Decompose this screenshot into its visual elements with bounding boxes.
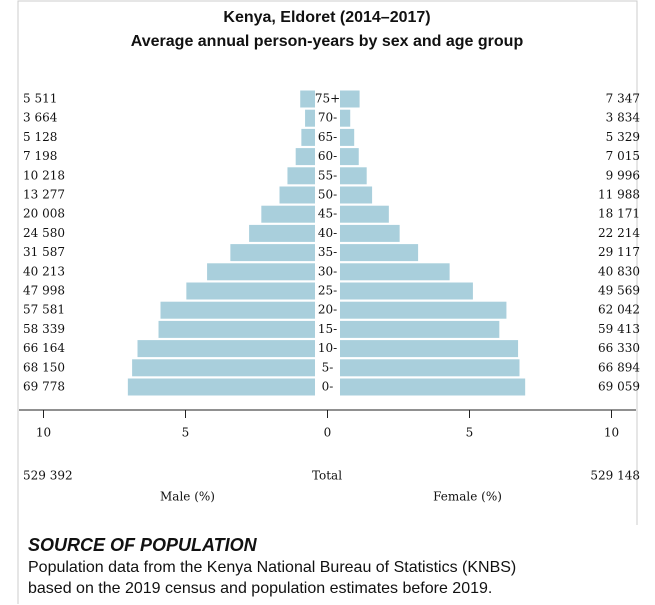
age-label: 10- xyxy=(318,341,337,355)
age-label: 30- xyxy=(318,264,337,278)
age-label: 0- xyxy=(322,380,334,394)
age-label: 75+ xyxy=(315,92,340,106)
bar xyxy=(340,359,520,377)
count-label: 47 998 xyxy=(23,284,65,298)
count-label: 62 042 xyxy=(598,303,640,317)
count-label: 69 059 xyxy=(598,380,640,394)
x-tick-label: 0 xyxy=(324,426,332,440)
count-label: 66 330 xyxy=(598,341,640,355)
bar xyxy=(305,109,315,127)
axis-label: Male (%) xyxy=(160,490,215,504)
count-label: 7 198 xyxy=(23,149,57,163)
bar xyxy=(340,167,367,185)
bar xyxy=(340,148,359,166)
count-label: 29 117 xyxy=(598,245,640,259)
total-value: 529 148 xyxy=(590,469,640,483)
bar xyxy=(249,224,315,242)
count-label: 13 277 xyxy=(23,188,65,202)
bar xyxy=(340,320,500,338)
bar xyxy=(207,263,315,281)
count-label: 69 778 xyxy=(23,380,65,394)
count-label: 66 164 xyxy=(23,341,65,355)
bar xyxy=(340,244,419,262)
bar xyxy=(340,109,351,127)
bar xyxy=(340,128,355,146)
bar xyxy=(340,186,373,204)
bar xyxy=(230,244,315,262)
bar xyxy=(340,282,473,300)
age-label: 45- xyxy=(318,207,337,221)
total-label: Total xyxy=(312,469,342,483)
bar xyxy=(340,378,526,396)
count-label: 31 587 xyxy=(23,245,65,259)
x-tick-label: 5 xyxy=(182,426,190,440)
bar xyxy=(340,301,507,319)
count-label: 57 581 xyxy=(23,303,65,317)
count-label: 3 664 xyxy=(23,111,58,125)
source-text: based on the 2019 census and population … xyxy=(28,580,492,597)
bar xyxy=(340,205,389,223)
count-label: 10 218 xyxy=(23,168,65,182)
count-label: 68 150 xyxy=(23,360,65,374)
count-label: 7 347 xyxy=(606,92,640,106)
x-tick-label: 10 xyxy=(36,426,51,440)
age-label: 40- xyxy=(318,226,337,240)
count-label: 22 214 xyxy=(598,226,640,240)
bar xyxy=(137,340,315,358)
bar xyxy=(127,378,316,396)
age-label: 20- xyxy=(318,303,337,317)
bar xyxy=(295,148,315,166)
bar xyxy=(287,167,315,185)
count-label: 58 339 xyxy=(23,322,65,336)
bar xyxy=(158,320,315,338)
bar xyxy=(340,224,400,242)
bar xyxy=(301,128,315,146)
bar xyxy=(279,186,315,204)
age-label: 70- xyxy=(318,111,337,125)
bar xyxy=(261,205,315,223)
age-label: 25- xyxy=(318,284,337,298)
axis-label: Female (%) xyxy=(433,490,502,504)
count-label: 18 171 xyxy=(598,207,640,221)
count-label: 5 128 xyxy=(23,130,57,144)
count-label: 7 015 xyxy=(606,149,640,163)
chart-title: Kenya, Eldoret (2014–2017) xyxy=(223,9,430,26)
total-value: 529 392 xyxy=(23,469,73,483)
age-label: 65- xyxy=(318,130,337,144)
count-label: 24 580 xyxy=(23,226,65,240)
bar xyxy=(186,282,315,300)
count-label: 9 996 xyxy=(606,168,640,182)
count-label: 11 988 xyxy=(598,188,640,202)
count-label: 20 008 xyxy=(23,207,65,221)
age-label: 50- xyxy=(318,188,337,202)
frame xyxy=(17,0,638,604)
count-label: 59 413 xyxy=(598,322,640,336)
count-label: 5 329 xyxy=(606,130,640,144)
bar xyxy=(160,301,315,319)
source-text: Population data from the Kenya National … xyxy=(28,559,516,576)
bar xyxy=(300,90,315,108)
age-label: 15- xyxy=(318,322,337,336)
chart-subtitle: Average annual person-years by sex and a… xyxy=(131,33,524,50)
age-label: 5- xyxy=(322,360,334,374)
count-label: 5 511 xyxy=(23,92,57,106)
source-heading: SOURCE OF POPULATION xyxy=(28,535,258,555)
age-label: 35- xyxy=(318,245,337,259)
age-label: 60- xyxy=(318,149,337,163)
age-label: 55- xyxy=(318,168,337,182)
x-tick-label: 5 xyxy=(466,426,474,440)
count-label: 49 569 xyxy=(598,284,640,298)
x-tick-label: 10 xyxy=(604,426,619,440)
bar xyxy=(340,340,519,358)
count-label: 40 830 xyxy=(598,264,640,278)
count-label: 40 213 xyxy=(23,264,65,278)
count-label: 66 894 xyxy=(598,360,640,374)
count-label: 3 834 xyxy=(606,111,641,125)
bar xyxy=(132,359,315,377)
bar xyxy=(340,90,360,108)
bar xyxy=(340,263,450,281)
